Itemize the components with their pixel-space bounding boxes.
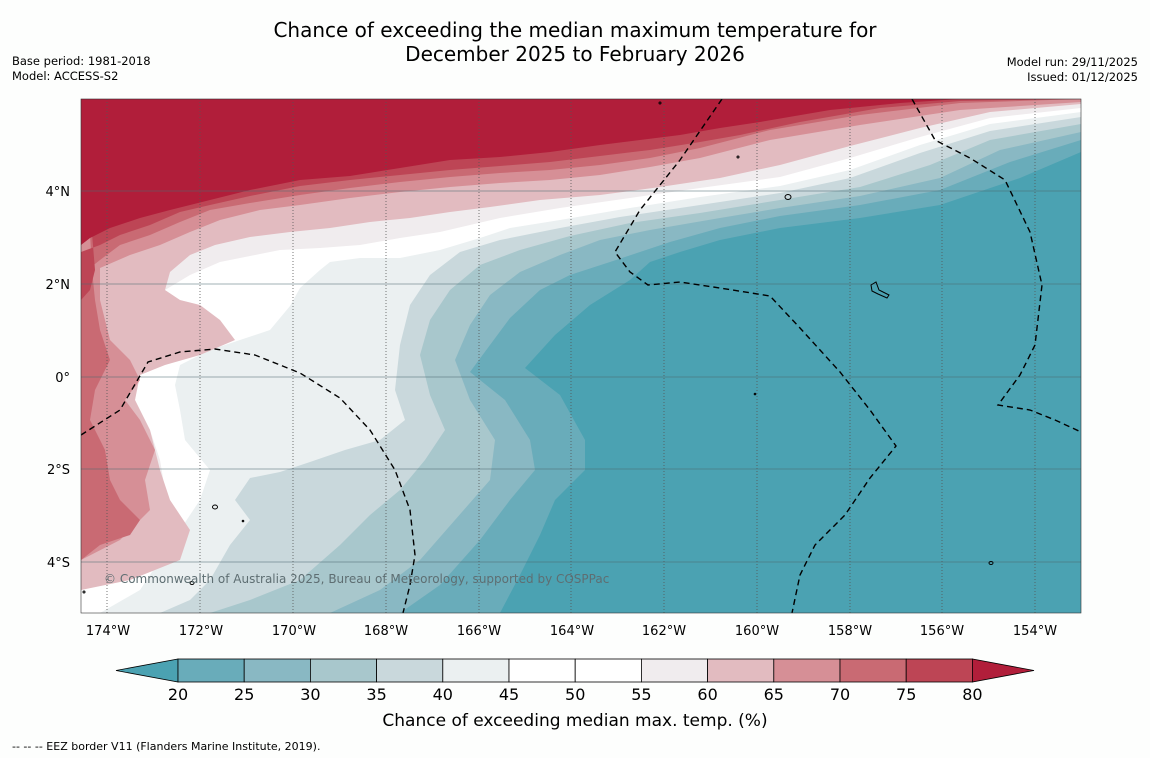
- lat-label-2n: 2°N: [46, 278, 71, 293]
- lon-label-160w: 160°W: [735, 624, 779, 639]
- colorbar-extend-high: [972, 658, 1035, 683]
- lon-label-170w: 170°W: [272, 624, 316, 639]
- title-line-2: December 2025 to February 2026: [405, 42, 745, 66]
- model-run-date: Model run: 29/11/2025: [1006, 55, 1138, 69]
- colorbar-segment: [508, 658, 576, 683]
- colorbar-tick-label: 70: [830, 685, 850, 704]
- colorbar-tick-label: 35: [366, 685, 386, 704]
- probability-field: [81, 99, 1081, 613]
- colorbar-segment: [243, 658, 311, 683]
- colorbar-segment: [773, 658, 841, 683]
- latitude-lines: [81, 190, 1081, 563]
- colorbar-tick-label: 45: [499, 685, 519, 704]
- colorbar-segment: [574, 658, 642, 683]
- issued-date: Issued: 01/12/2025: [1027, 70, 1138, 84]
- eez-borders: [81, 99, 1081, 613]
- model-info: Base period: 1981-2018 Model: ACCESS-S2: [12, 54, 151, 84]
- colorbar-segment: [309, 658, 377, 683]
- base-period: Base period: 1981-2018: [12, 54, 151, 68]
- lon-label-166w: 166°W: [457, 624, 501, 639]
- colorbar-tick-label: 50: [565, 685, 585, 704]
- run-info: Model run: 29/11/2025 Issued: 01/12/2025: [1007, 55, 1138, 85]
- colorbar-segment: [376, 658, 444, 683]
- colorbar-label: Chance of exceeding median max. temp. (%…: [382, 711, 767, 731]
- lon-label-168w: 168°W: [364, 624, 408, 639]
- colorbar-tick-label: 40: [433, 685, 453, 704]
- lon-label-158w: 158°W: [828, 624, 872, 639]
- lon-label-156w: 156°W: [920, 624, 964, 639]
- lon-label-174w: 174°W: [86, 624, 130, 639]
- colorbar-tick-label: 30: [300, 685, 320, 704]
- colorbar-segment: [442, 658, 510, 683]
- colorbar-tick-label: 60: [697, 685, 717, 704]
- colorbar-tick-label: 65: [764, 685, 784, 704]
- colorbar-segment: [839, 658, 907, 683]
- colorbar-segment: [641, 658, 709, 683]
- islands: [82, 101, 994, 594]
- band-60-65: [81, 99, 1081, 590]
- copyright-notice: © Commonwealth of Australia 2025, Bureau…: [104, 572, 610, 586]
- latitude-labels: 4°N 2°N 0° 2°S 4°S: [46, 185, 71, 571]
- lat-label-equator: 0°: [55, 371, 70, 386]
- colorbar-segment: [177, 658, 245, 683]
- colorbar-segment: [707, 658, 775, 683]
- map-title: Chance of exceeding the median maximum t…: [0, 18, 1150, 66]
- colorbar: 20 25 30 35 40 45 50 55 60 65 70 75 80: [115, 658, 1035, 704]
- map-frame: [80, 98, 1082, 614]
- lon-label-164w: 164°W: [550, 624, 594, 639]
- colorbar-tick-label: 75: [896, 685, 916, 704]
- longitude-labels: 174°W 172°W 170°W 168°W 166°W 164°W 162°…: [86, 624, 1057, 639]
- eez-legend: -- -- -- EEZ border V11 (Flanders Marine…: [12, 740, 321, 753]
- band-above-80: [81, 99, 1081, 245]
- colorbar-tick-label: 25: [234, 685, 254, 704]
- lon-label-154w: 154°W: [1013, 624, 1057, 639]
- colorbar-tick-label: 20: [168, 685, 188, 704]
- lon-label-162w: 162°W: [642, 624, 686, 639]
- colorbar-tick-label: 80: [962, 685, 982, 704]
- title-line-1: Chance of exceeding the median maximum t…: [273, 18, 877, 42]
- colorbar-segment: [905, 658, 973, 683]
- colorbar-extend-low: [115, 658, 179, 683]
- colorbar-tick-label: 55: [631, 685, 651, 704]
- lat-label-4s: 4°S: [47, 556, 70, 571]
- lat-label-2s: 2°S: [47, 463, 70, 478]
- lat-label-4n: 4°N: [46, 185, 71, 200]
- model-name: Model: ACCESS-S2: [12, 69, 119, 83]
- lon-label-172w: 172°W: [179, 624, 223, 639]
